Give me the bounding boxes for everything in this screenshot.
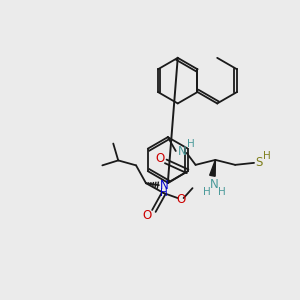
Text: H: H (218, 187, 226, 196)
Text: N: N (210, 178, 219, 191)
Text: H: H (160, 188, 168, 198)
Text: O: O (142, 209, 152, 222)
Text: N: N (159, 179, 168, 192)
Text: O: O (176, 193, 185, 206)
Text: H: H (202, 187, 210, 196)
Text: H: H (187, 139, 194, 149)
Text: H: H (263, 151, 271, 161)
Text: S: S (255, 156, 263, 170)
Polygon shape (210, 160, 215, 176)
Text: N: N (178, 146, 187, 158)
Text: O: O (155, 152, 164, 165)
